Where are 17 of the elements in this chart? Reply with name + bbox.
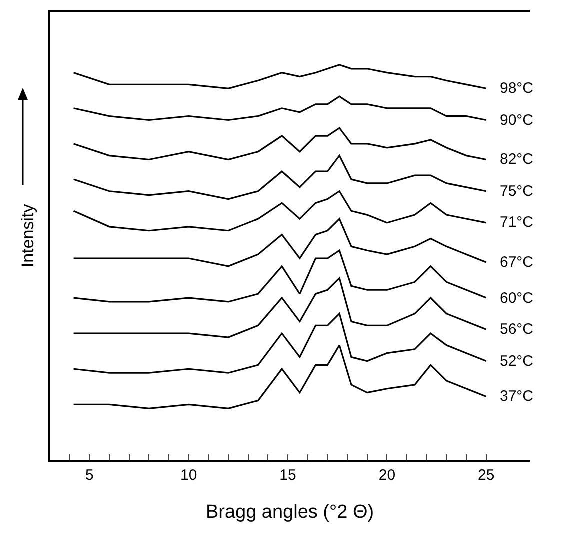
series-label: 56°C [500, 321, 534, 338]
series-label: 37°C [500, 388, 534, 405]
series-label: 67°C [500, 254, 534, 271]
series-label: 90°C [500, 112, 534, 129]
x-tick-label: 10 [180, 466, 198, 484]
x-tick-label: 15 [280, 466, 296, 484]
series-label: 60°C [500, 290, 534, 307]
x-tick-label: 25 [478, 466, 495, 484]
x-tick-label: 20 [378, 466, 396, 484]
series-label: 82°C [500, 151, 534, 168]
series-label: 71°C [500, 214, 534, 231]
x-tick-label: 5 [86, 466, 94, 484]
series-label: 75°C [500, 183, 534, 200]
series-label: 98°C [500, 80, 534, 97]
x-axis-title: Bragg angles (°2 Θ) [206, 502, 374, 524]
series-label: 52°C [500, 353, 534, 370]
y-axis-title: Intensity [18, 204, 38, 268]
